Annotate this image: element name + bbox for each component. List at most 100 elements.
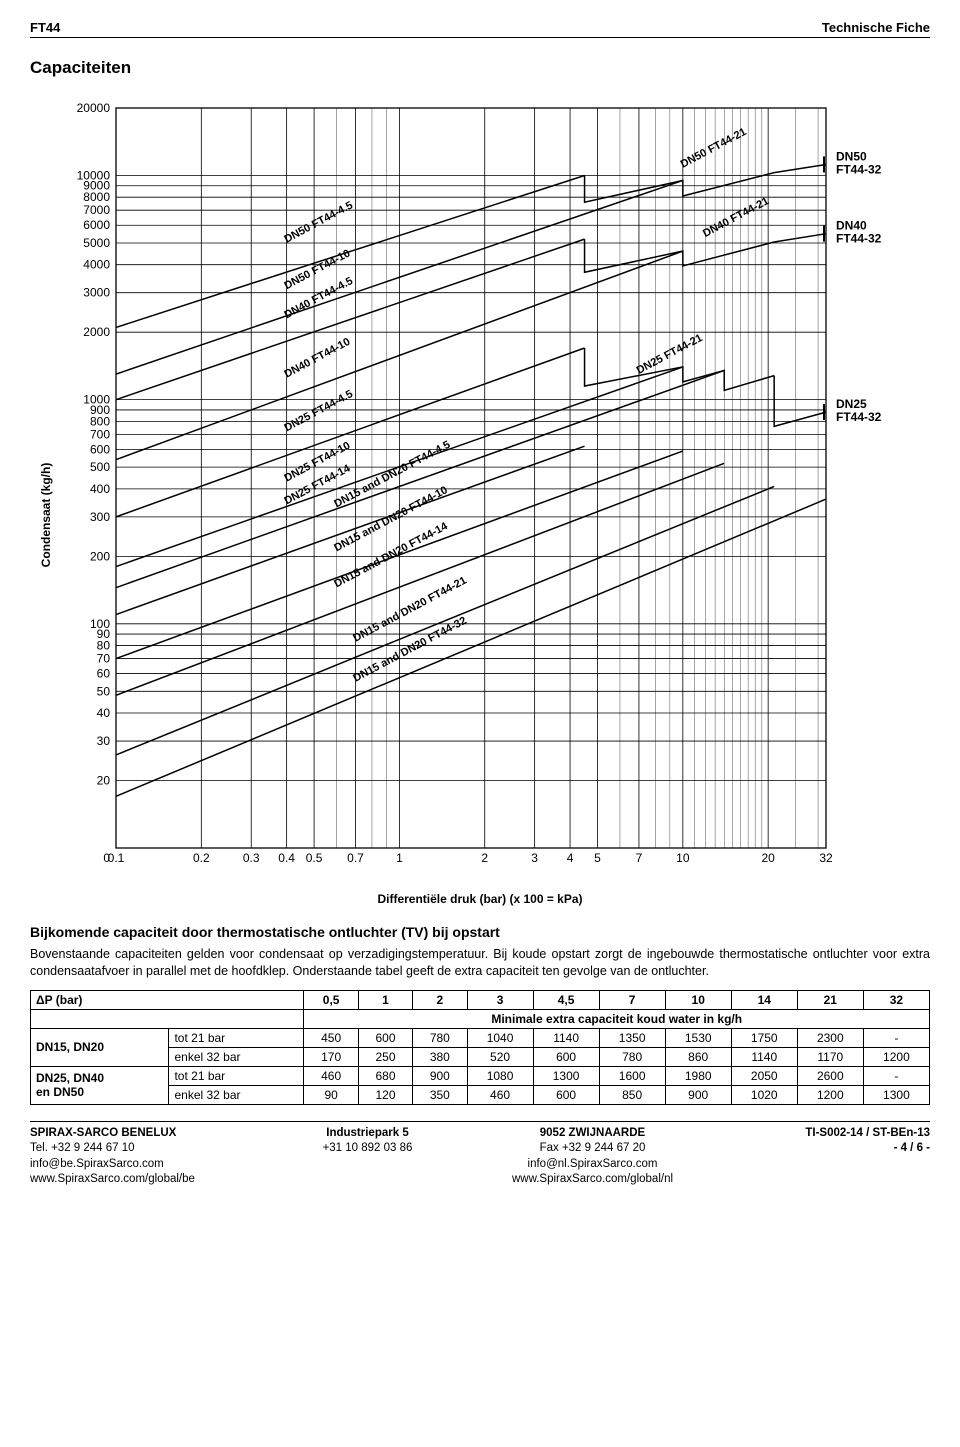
capacity-table: ΔP (bar) 0,5 1 2 3 4,5 7 10 14 21 32 Min… xyxy=(30,990,930,1105)
table-cell: 1140 xyxy=(533,1028,599,1047)
table-cell: 1020 xyxy=(731,1085,797,1104)
header-right: Technische Fiche xyxy=(822,20,930,35)
row-condition: tot 21 bar xyxy=(169,1066,304,1085)
table-cell: 780 xyxy=(413,1028,467,1047)
table-cell: 1980 xyxy=(665,1066,731,1085)
sub-title: Bijkomende capaciteit door thermostatisc… xyxy=(30,924,930,940)
body-text: Bovenstaande capaciteiten gelden voor co… xyxy=(30,946,930,980)
svg-text:7000: 7000 xyxy=(83,203,110,217)
table-cell: 860 xyxy=(665,1047,731,1066)
svg-text:DN50: DN50 xyxy=(836,149,867,163)
row-group: DN15, DN20 xyxy=(31,1028,169,1066)
row-group: DN25, DN40en DN50 xyxy=(31,1066,169,1104)
table-cell: 380 xyxy=(413,1047,467,1066)
dp-col: 32 xyxy=(863,990,929,1009)
table-cell: 520 xyxy=(467,1047,533,1066)
table-cell: 900 xyxy=(413,1066,467,1085)
dp-col: 4,5 xyxy=(533,990,599,1009)
svg-text:2: 2 xyxy=(481,851,488,865)
svg-text:200: 200 xyxy=(90,549,110,563)
page-header: FT44 Technische Fiche xyxy=(30,20,930,38)
svg-text:DN25: DN25 xyxy=(836,397,867,411)
table-subheader-row: Minimale extra capaciteit koud water in … xyxy=(31,1009,930,1028)
svg-text:Condensaat (kg/h): Condensaat (kg/h) xyxy=(39,463,53,568)
table-cell: - xyxy=(863,1066,929,1085)
table-cell: 1600 xyxy=(599,1066,665,1085)
x-axis-caption: Differentiële druk (bar) (x 100 = kPa) xyxy=(30,892,930,906)
svg-text:600: 600 xyxy=(90,442,110,456)
svg-text:FT44-32: FT44-32 xyxy=(836,232,882,246)
dp-col: 10 xyxy=(665,990,731,1009)
row-condition: enkel 32 bar xyxy=(169,1047,304,1066)
row-condition: tot 21 bar xyxy=(169,1028,304,1047)
table-cell: 250 xyxy=(358,1047,412,1066)
svg-text:2000: 2000 xyxy=(83,325,110,339)
svg-text:FT44-32: FT44-32 xyxy=(836,410,882,424)
svg-text:100: 100 xyxy=(90,617,110,631)
table-cell: 1200 xyxy=(863,1047,929,1066)
table-row: DN25, DN40en DN50tot 21 bar4606809001080… xyxy=(31,1066,930,1085)
svg-text:32: 32 xyxy=(819,851,833,865)
svg-text:1000: 1000 xyxy=(83,393,110,407)
svg-text:70: 70 xyxy=(97,652,111,666)
svg-text:0.2: 0.2 xyxy=(193,851,210,865)
table-cell: 1350 xyxy=(599,1028,665,1047)
table-cell: 2600 xyxy=(797,1066,863,1085)
svg-text:20: 20 xyxy=(97,774,111,788)
svg-text:700: 700 xyxy=(90,427,110,441)
dp-col: 3 xyxy=(467,990,533,1009)
svg-text:0.1: 0.1 xyxy=(108,851,125,865)
svg-text:300: 300 xyxy=(90,510,110,524)
table-cell: 350 xyxy=(413,1085,467,1104)
footer-center-2: 9052 ZWIJNAARDE Fax +32 9 244 67 20 info… xyxy=(480,1126,705,1188)
dp-col: 14 xyxy=(731,990,797,1009)
table-cell: 600 xyxy=(533,1085,599,1104)
svg-text:500: 500 xyxy=(90,460,110,474)
svg-text:7: 7 xyxy=(636,851,643,865)
svg-text:4: 4 xyxy=(567,851,574,865)
table-cell: 1140 xyxy=(731,1047,797,1066)
table-subheader: Minimale extra capaciteit koud water in … xyxy=(304,1009,930,1028)
svg-text:0: 0 xyxy=(103,851,110,865)
footer-right: TI-S002-14 / ST-BEn-13 - 4 / 6 - xyxy=(705,1126,930,1188)
svg-text:0.4: 0.4 xyxy=(278,851,295,865)
table-cell: 1200 xyxy=(797,1085,863,1104)
table-cell: 780 xyxy=(599,1047,665,1066)
section-title: Capaciteiten xyxy=(30,58,930,78)
dp-col: 0,5 xyxy=(304,990,358,1009)
svg-text:5000: 5000 xyxy=(83,236,110,250)
capacity-chart: 0.10.20.30.40.50.71234571020322030405060… xyxy=(30,88,930,888)
table-cell: 1040 xyxy=(467,1028,533,1047)
footer-left: SPIRAX-SARCO BENELUX Tel. +32 9 244 67 1… xyxy=(30,1126,255,1188)
dp-col: 21 xyxy=(797,990,863,1009)
svg-text:4000: 4000 xyxy=(83,258,110,272)
svg-text:60: 60 xyxy=(97,667,111,681)
table-row: DN15, DN20tot 21 bar45060078010401140135… xyxy=(31,1028,930,1047)
table-cell: 1170 xyxy=(797,1047,863,1066)
svg-text:50: 50 xyxy=(97,684,111,698)
svg-text:3: 3 xyxy=(531,851,538,865)
svg-text:0.5: 0.5 xyxy=(306,851,323,865)
dp-label: ΔP (bar) xyxy=(31,990,304,1009)
table-cell: - xyxy=(863,1028,929,1047)
page-footer: SPIRAX-SARCO BENELUX Tel. +32 9 244 67 1… xyxy=(30,1121,930,1188)
table-cell: 460 xyxy=(304,1066,358,1085)
table-cell: 1300 xyxy=(863,1085,929,1104)
svg-text:400: 400 xyxy=(90,482,110,496)
svg-text:20000: 20000 xyxy=(77,101,111,115)
table-cell: 1080 xyxy=(467,1066,533,1085)
dp-col: 7 xyxy=(599,990,665,1009)
table-cell: 900 xyxy=(665,1085,731,1104)
svg-text:10000: 10000 xyxy=(77,168,111,182)
header-left: FT44 xyxy=(30,20,60,35)
chart-svg: 0.10.20.30.40.50.71234571020322030405060… xyxy=(30,88,930,888)
table-cell: 850 xyxy=(599,1085,665,1104)
table-cell: 1750 xyxy=(731,1028,797,1047)
svg-text:0.3: 0.3 xyxy=(243,851,260,865)
svg-text:20: 20 xyxy=(761,851,775,865)
table-cell: 90 xyxy=(304,1085,358,1104)
svg-text:1: 1 xyxy=(396,851,403,865)
dp-col: 1 xyxy=(358,990,412,1009)
footer-center-1: Industriepark 5 +31 10 892 03 86 xyxy=(255,1126,480,1188)
svg-text:40: 40 xyxy=(97,706,111,720)
